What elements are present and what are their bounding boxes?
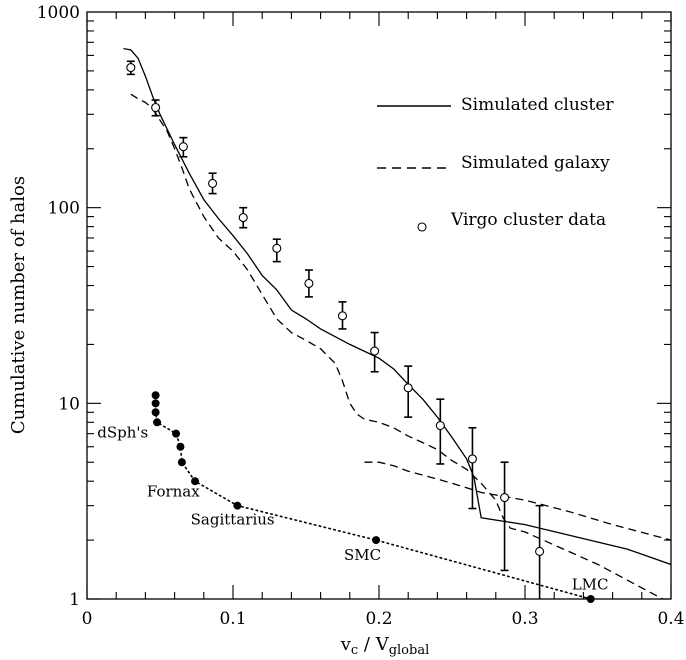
x-axis-title-sub2: global bbox=[389, 643, 430, 658]
annotation-label: Fornax bbox=[147, 482, 200, 500]
satellite-point bbox=[191, 477, 200, 486]
virgo-data-point bbox=[272, 243, 282, 253]
legend-label-galaxy: Simulated galaxy bbox=[461, 153, 610, 173]
x-tick-labels: 0 0.1 0.2 0.3 0.4 bbox=[82, 609, 685, 629]
annotation-label: Sagittarius bbox=[191, 511, 275, 529]
satellite-point bbox=[151, 399, 160, 408]
series-lines bbox=[123, 47, 671, 599]
x-tick-label: 0.4 bbox=[657, 609, 684, 629]
virgo-data-point bbox=[178, 142, 188, 152]
annotation-label: SMC bbox=[344, 546, 381, 564]
satellite-point bbox=[177, 458, 186, 467]
y-tick-labels: 1 10 100 1000 bbox=[37, 3, 80, 610]
virgo-data-point bbox=[403, 383, 413, 393]
virgo-data-point bbox=[126, 63, 136, 73]
virgo-data-point bbox=[337, 311, 348, 321]
satellite-point bbox=[233, 501, 242, 510]
satellite-point bbox=[372, 536, 381, 545]
virgo-data-point bbox=[208, 178, 218, 188]
y-tick-label: 1000 bbox=[37, 3, 80, 23]
satellite-dotted-line bbox=[154, 394, 592, 600]
x-tick-label: 0.3 bbox=[511, 609, 538, 629]
satellite-points bbox=[151, 391, 595, 603]
series-line-galaxy-1 bbox=[130, 93, 665, 599]
satellite-point bbox=[151, 391, 160, 400]
x-axis-title-main: v bbox=[340, 634, 352, 655]
virgo-data-point bbox=[535, 546, 545, 556]
virgo-data-point bbox=[238, 213, 248, 223]
legend-circle-marker bbox=[417, 222, 427, 232]
x-tick-label: 0.2 bbox=[365, 609, 392, 629]
virgo-data-point bbox=[151, 102, 161, 113]
series-line-cluster bbox=[123, 47, 671, 566]
annotations: dSph's Fornax Sagittarius SMC LMC bbox=[97, 423, 608, 593]
annotation-label: dSph's bbox=[97, 423, 148, 441]
x-axis-title-sub1: c bbox=[351, 643, 358, 658]
legend-label-virgo: Virgo cluster data bbox=[450, 210, 606, 230]
satellite-point bbox=[172, 429, 181, 438]
annotation-label: LMC bbox=[572, 575, 609, 593]
x-axis-title-mid: / V bbox=[358, 634, 390, 655]
virgo-data-point bbox=[370, 346, 380, 356]
satellite-point bbox=[153, 418, 162, 427]
axis-ticks bbox=[86, 12, 672, 600]
y-tick-label: 100 bbox=[48, 199, 80, 219]
virgo-data-point bbox=[500, 492, 510, 503]
x-tick-label: 0.1 bbox=[219, 609, 246, 629]
virgo-data-point bbox=[304, 278, 314, 288]
y-tick-label: 1 bbox=[69, 590, 80, 610]
y-axis-title: Cumulative number of halos bbox=[8, 176, 29, 434]
satellite-point bbox=[151, 408, 160, 417]
satellite-point bbox=[176, 442, 185, 451]
series-line-galaxy-2 bbox=[364, 461, 671, 541]
virgo-data-point bbox=[467, 454, 477, 464]
x-tick-label: 0 bbox=[82, 609, 93, 629]
legend: Simulated cluster Simulated galaxy Virgo… bbox=[377, 95, 614, 232]
y-tick-label: 10 bbox=[58, 394, 80, 414]
virgo-data-point bbox=[435, 420, 445, 431]
virgo-error-bars bbox=[126, 60, 545, 599]
satellite-point bbox=[586, 595, 595, 603]
x-axis-title: vc / Vglobal bbox=[340, 634, 430, 658]
legend-label-cluster: Simulated cluster bbox=[461, 95, 614, 115]
